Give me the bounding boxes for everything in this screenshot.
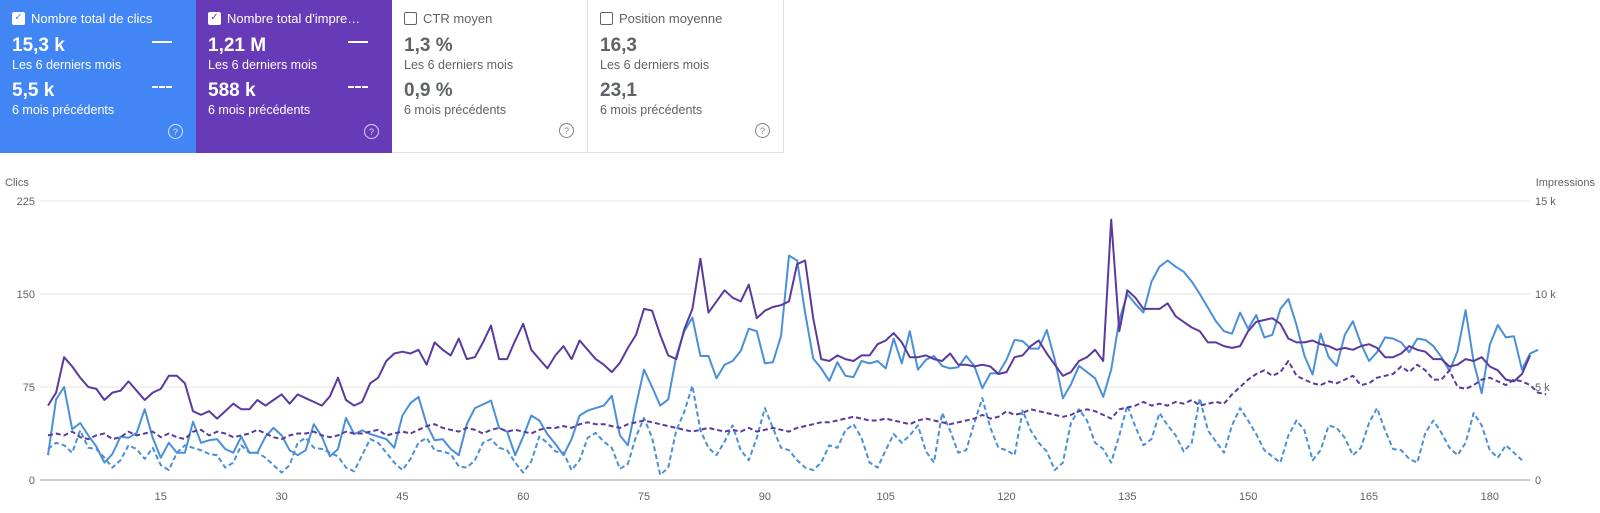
card-value: 1,21 M <box>208 35 267 56</box>
left-tick-label: 75 <box>23 382 35 394</box>
help-icon[interactable]: ? <box>559 123 574 138</box>
card-period-label: Les 6 derniers mois <box>208 58 318 72</box>
right-tick-label: 10 k <box>1535 289 1556 301</box>
card-previous-value: 23,1 <box>600 80 637 101</box>
x-tick-label: 45 <box>396 491 408 503</box>
x-tick-label: 30 <box>275 491 287 503</box>
clicks-series-line <box>47 254 1539 464</box>
left-tick-label: 150 <box>17 289 35 301</box>
right-tick-label: 15 k <box>1535 196 1556 208</box>
card-previous-period-label: 6 mois précédents <box>12 103 115 117</box>
x-tick-label: 135 <box>1118 491 1136 503</box>
clicks-card[interactable]: ✓ Nombre total de clics 15,3 k Les 6 der… <box>0 0 196 153</box>
card-title: CTR moyen <box>423 10 493 26</box>
right-tick-label: 0 <box>1535 475 1541 487</box>
checkbox-checked-icon[interactable]: ✓ <box>12 11 25 25</box>
card-title: Nombre total d'impre… <box>227 10 361 26</box>
card-title: Position moyenne <box>619 10 723 26</box>
card-previous-period-label: 6 mois précédents <box>404 103 507 117</box>
help-icon[interactable]: ? <box>168 124 183 139</box>
x-tick-label: 165 <box>1360 491 1378 503</box>
left-tick-label: 0 <box>29 475 35 487</box>
card-value: 16,3 <box>600 35 637 56</box>
help-icon[interactable]: ? <box>364 124 379 139</box>
x-tick-label: 120 <box>997 491 1015 503</box>
impressions-series-line <box>47 218 1532 420</box>
dashed-line-legend-icon <box>152 86 172 88</box>
impressions-previous-series-line <box>47 360 1547 441</box>
card-previous-period-label: 6 mois précédents <box>600 103 703 117</box>
x-tick-label: 180 <box>1481 491 1499 503</box>
ctr-card[interactable]: CTR moyen 1,3 % Les 6 derniers mois 0,9 … <box>392 0 588 153</box>
card-period-label: Les 6 derniers mois <box>12 58 122 72</box>
help-icon[interactable]: ? <box>755 123 770 138</box>
card-previous-value: 588 k <box>208 80 256 101</box>
card-header: ✓ Nombre total d'impre… <box>208 9 392 27</box>
left-axis-title: Clics <box>5 177 29 189</box>
right-tick-label: 5 k <box>1535 382 1550 394</box>
x-tick-label: 105 <box>877 491 895 503</box>
card-previous-value: 0,9 % <box>404 80 453 101</box>
impressions-card[interactable]: ✓ Nombre total d'impre… 1,21 M Les 6 der… <box>196 0 392 153</box>
solid-line-legend-icon <box>152 41 172 43</box>
left-tick-label: 225 <box>17 196 35 208</box>
solid-line-legend-icon <box>348 41 368 43</box>
position-card[interactable]: Position moyenne 16,3 Les 6 derniers moi… <box>588 0 784 153</box>
checkbox-unchecked-icon[interactable] <box>600 11 613 25</box>
card-period-label: Les 6 derniers mois <box>600 58 710 72</box>
card-header: Position moyenne <box>600 9 783 27</box>
x-tick-label: 15 <box>155 491 167 503</box>
dashed-line-legend-icon <box>348 86 368 88</box>
x-tick-label: 75 <box>638 491 650 503</box>
card-previous-value: 5,5 k <box>12 80 55 101</box>
card-value: 1,3 % <box>404 35 453 56</box>
metric-cards: ✓ Nombre total de clics 15,3 k Les 6 der… <box>0 0 784 153</box>
card-header: ✓ Nombre total de clics <box>12 9 196 27</box>
checkbox-checked-icon[interactable]: ✓ <box>208 11 221 25</box>
card-header: CTR moyen <box>404 9 587 27</box>
checkbox-unchecked-icon[interactable] <box>404 11 417 25</box>
card-previous-period-label: 6 mois précédents <box>208 103 311 117</box>
x-tick-label: 90 <box>759 491 771 503</box>
right-axis-title: Impressions <box>1535 177 1595 189</box>
card-title: Nombre total de clics <box>31 10 153 26</box>
x-tick-label: 60 <box>517 491 529 503</box>
card-period-label: Les 6 derniers mois <box>404 58 514 72</box>
x-tick-label: 150 <box>1239 491 1257 503</box>
clicks-previous-series-line <box>47 384 1523 476</box>
card-value: 15,3 k <box>12 35 65 56</box>
